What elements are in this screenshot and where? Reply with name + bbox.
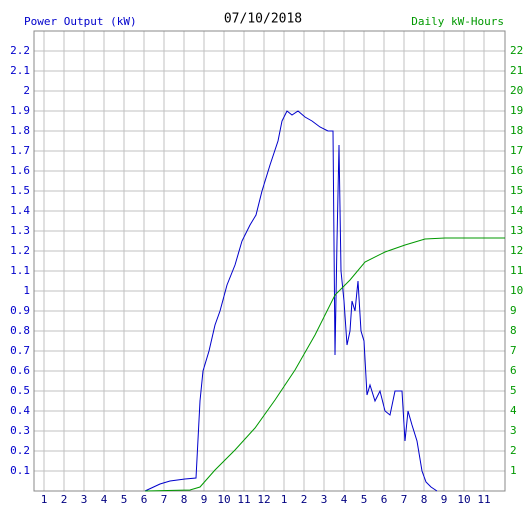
x-tick-label: 3 bbox=[81, 493, 88, 506]
y2-tick-label: 8 bbox=[510, 324, 517, 337]
y-tick-label: 1.4 bbox=[10, 204, 30, 217]
chart-title: 07/10/2018 bbox=[224, 12, 302, 27]
x-tick-label: 5 bbox=[361, 493, 368, 506]
y-tick-label: 0.8 bbox=[10, 324, 30, 337]
y-tick-label: 1.8 bbox=[10, 124, 30, 137]
y2-tick-label: 1 bbox=[510, 464, 517, 477]
y2-tick-label: 13 bbox=[510, 224, 523, 237]
y2-tick-label: 16 bbox=[510, 164, 523, 177]
x-tick-label: 4 bbox=[101, 493, 108, 506]
y-tick-label: 1.5 bbox=[10, 184, 30, 197]
x-tick-label: 10 bbox=[457, 493, 470, 506]
y2-tick-label: 10 bbox=[510, 284, 523, 297]
data-line bbox=[144, 110, 438, 492]
y-tick-label: 1.3 bbox=[10, 224, 30, 237]
y2-tick-label: 20 bbox=[510, 84, 523, 97]
y-tick-label: 0.3 bbox=[10, 424, 30, 437]
x-tick-label: 5 bbox=[121, 493, 128, 506]
y2-tick-label: 18 bbox=[510, 124, 523, 137]
y-tick-label: 1.1 bbox=[10, 264, 30, 277]
y-tick-label: 0.1 bbox=[10, 464, 30, 477]
x-tick-label: 4 bbox=[341, 493, 348, 506]
y2-tick-label: 7 bbox=[510, 344, 517, 357]
y2-tick-label: 2 bbox=[510, 444, 517, 457]
y-axis-title: Power Output (kW) bbox=[24, 15, 137, 28]
y-tick-label: 2 bbox=[23, 84, 30, 97]
x-tick-label: 6 bbox=[141, 493, 148, 506]
y2-tick-label: 11 bbox=[510, 264, 523, 277]
x-tick-label: 7 bbox=[161, 493, 168, 506]
y2-tick-label: 6 bbox=[510, 364, 517, 377]
y-tick-label: 1.7 bbox=[10, 144, 30, 157]
y-tick-label: 1.6 bbox=[10, 164, 30, 177]
x-tick-label: 8 bbox=[181, 493, 188, 506]
y-tick-label: 0.7 bbox=[10, 344, 30, 357]
y-tick-label: 1.9 bbox=[10, 104, 30, 117]
y-tick-label: 0.5 bbox=[10, 384, 30, 397]
y2-tick-label: 22 bbox=[510, 44, 523, 57]
y-tick-label: 1.2 bbox=[10, 244, 30, 257]
x-tick-label: 2 bbox=[61, 493, 68, 506]
x-tick-label: 12 bbox=[257, 493, 270, 506]
y-tick-label: 0.6 bbox=[10, 364, 30, 377]
y-tick-label: 2.2 bbox=[10, 44, 30, 57]
y-tick-label: 0.4 bbox=[10, 404, 30, 417]
x-tick-label: 8 bbox=[421, 493, 428, 506]
x-tick-label: 9 bbox=[441, 493, 448, 506]
x-tick-label: 11 bbox=[237, 493, 250, 506]
x-tick-label: 10 bbox=[217, 493, 230, 506]
y2-tick-label: 9 bbox=[510, 304, 517, 317]
y2-tick-label: 3 bbox=[510, 424, 517, 437]
x-tick-label: 7 bbox=[401, 493, 408, 506]
x-tick-label: 3 bbox=[321, 493, 328, 506]
x-tick-label: 1 bbox=[281, 493, 288, 506]
y2-tick-label: 15 bbox=[510, 184, 523, 197]
x-tick-label: 2 bbox=[301, 493, 308, 506]
y2-tick-label: 19 bbox=[510, 104, 523, 117]
y2-tick-label: 5 bbox=[510, 384, 517, 397]
y-tick-label: 0.2 bbox=[10, 444, 30, 457]
y-tick-label: 2.1 bbox=[10, 64, 30, 77]
y-tick-label: 1 bbox=[23, 284, 30, 297]
y2-tick-label: 17 bbox=[510, 144, 523, 157]
x-tick-label: 6 bbox=[381, 493, 388, 506]
y2-tick-label: 21 bbox=[510, 64, 523, 77]
y-tick-label: 0.9 bbox=[10, 304, 30, 317]
plot-area bbox=[33, 30, 506, 492]
y2-tick-label: 4 bbox=[510, 404, 517, 417]
y2-tick-label: 14 bbox=[510, 204, 524, 217]
x-tick-label: 1 bbox=[41, 493, 48, 506]
data-line bbox=[144, 237, 505, 492]
y2-tick-label: 12 bbox=[510, 244, 523, 257]
x-tick-label: 9 bbox=[201, 493, 208, 506]
x-tick-label: 11 bbox=[477, 493, 490, 506]
plot-border bbox=[33, 30, 506, 492]
y2-axis-title: Daily kW-Hours bbox=[411, 15, 504, 28]
